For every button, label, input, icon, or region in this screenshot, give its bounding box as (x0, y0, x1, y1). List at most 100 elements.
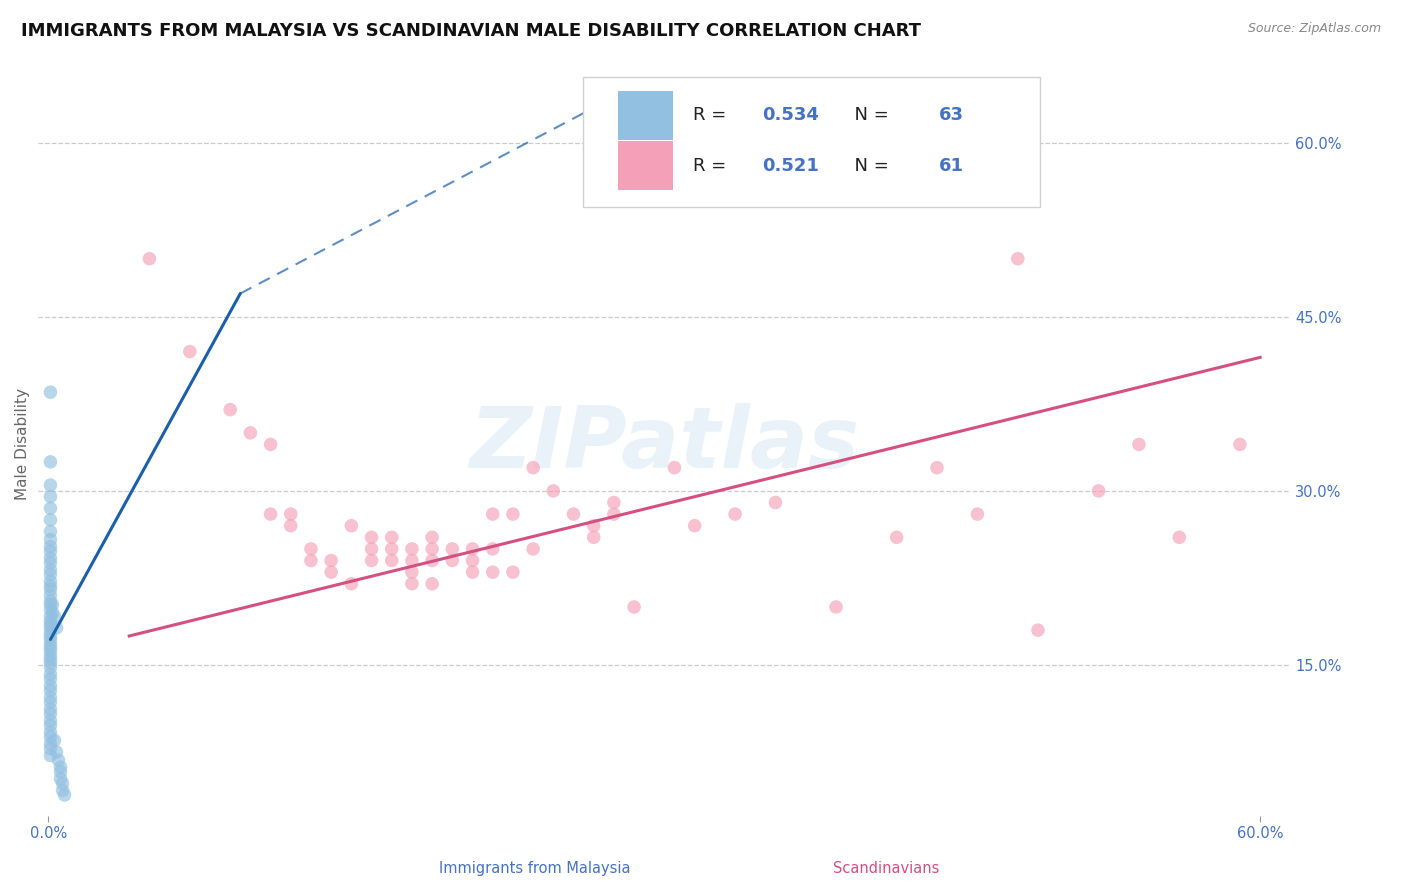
Point (39, 385, 62, 400)
Point (321, 565, 343, 579)
Point (39, 478, 62, 492)
Point (39, 563, 62, 577)
Point (39, 714, 62, 728)
Point (360, 530, 382, 544)
Point (39, 672, 62, 686)
Point (53, 788, 76, 802)
Point (39, 730, 62, 744)
Point (39, 609, 62, 624)
Point (360, 553, 382, 567)
Point (401, 565, 423, 579)
Point (39, 629, 62, 643)
Text: N =: N = (844, 157, 896, 175)
FancyBboxPatch shape (619, 141, 673, 190)
Text: Scandinavians: Scandinavians (832, 861, 939, 876)
Point (39, 640, 62, 655)
Point (41, 606, 63, 620)
Point (562, 507, 585, 521)
Point (441, 553, 464, 567)
Point (582, 518, 605, 533)
Point (39, 725, 62, 739)
Point (39, 667, 62, 681)
Point (39, 524, 62, 539)
Point (39, 551, 62, 566)
Point (45, 621, 67, 635)
Point (39, 741, 62, 756)
Point (39, 718, 62, 732)
Text: 63: 63 (939, 106, 963, 124)
Point (39, 679, 62, 693)
Text: 61: 61 (939, 157, 963, 175)
Point (886, 530, 908, 544)
Point (925, 460, 948, 475)
Point (543, 483, 565, 498)
Point (381, 530, 404, 544)
Text: Immigrants from Malaysia: Immigrants from Malaysia (439, 861, 630, 876)
Point (381, 541, 404, 556)
Point (1229, 437, 1251, 451)
Point (683, 518, 706, 533)
Point (259, 437, 281, 451)
Point (481, 507, 503, 521)
Point (39, 567, 62, 582)
Point (39, 737, 62, 751)
Point (52, 783, 75, 797)
Point (39, 490, 62, 504)
Point (582, 530, 605, 544)
Point (1007, 252, 1029, 266)
Text: Source: ZipAtlas.com: Source: ZipAtlas.com (1247, 22, 1381, 36)
Point (461, 565, 484, 579)
Point (39, 695, 62, 709)
Point (461, 553, 484, 567)
Point (280, 518, 302, 533)
Point (39, 574, 62, 589)
Point (39, 625, 62, 640)
Point (179, 344, 201, 359)
Point (481, 565, 503, 579)
Point (603, 507, 626, 521)
Point (39, 617, 62, 632)
Point (39, 702, 62, 716)
Point (966, 507, 988, 521)
Point (39, 652, 62, 666)
Point (39, 501, 62, 516)
Point (39, 621, 62, 635)
Point (1087, 483, 1109, 498)
Point (522, 541, 544, 556)
Point (44, 733, 66, 747)
Point (39, 598, 62, 612)
Point (724, 507, 747, 521)
Point (48, 753, 70, 767)
Point (765, 495, 787, 509)
FancyBboxPatch shape (583, 77, 1040, 207)
Point (420, 553, 443, 567)
Point (39, 594, 62, 608)
Point (138, 252, 160, 266)
Point (360, 541, 382, 556)
Point (45, 745, 67, 759)
Point (39, 533, 62, 547)
Point (401, 553, 423, 567)
Point (502, 565, 524, 579)
Point (280, 507, 302, 521)
Point (299, 541, 322, 556)
Point (340, 518, 363, 533)
Point (825, 599, 848, 614)
Point (420, 530, 443, 544)
Point (299, 553, 322, 567)
Point (441, 541, 464, 556)
Point (1168, 530, 1191, 544)
Point (39, 556, 62, 570)
Point (41, 598, 63, 612)
Point (1128, 437, 1150, 451)
Point (381, 553, 404, 567)
Point (52, 776, 75, 790)
Text: IMMIGRANTS FROM MALAYSIA VS SCANDINAVIAN MALE DISABILITY CORRELATION CHART: IMMIGRANTS FROM MALAYSIA VS SCANDINAVIAN… (21, 22, 921, 40)
Point (49, 760, 72, 774)
Point (603, 495, 626, 509)
Point (44, 609, 66, 624)
Point (259, 507, 281, 521)
Point (461, 541, 484, 556)
Text: ZIPatlas: ZIPatlas (470, 403, 859, 486)
Text: R =: R = (693, 106, 733, 124)
